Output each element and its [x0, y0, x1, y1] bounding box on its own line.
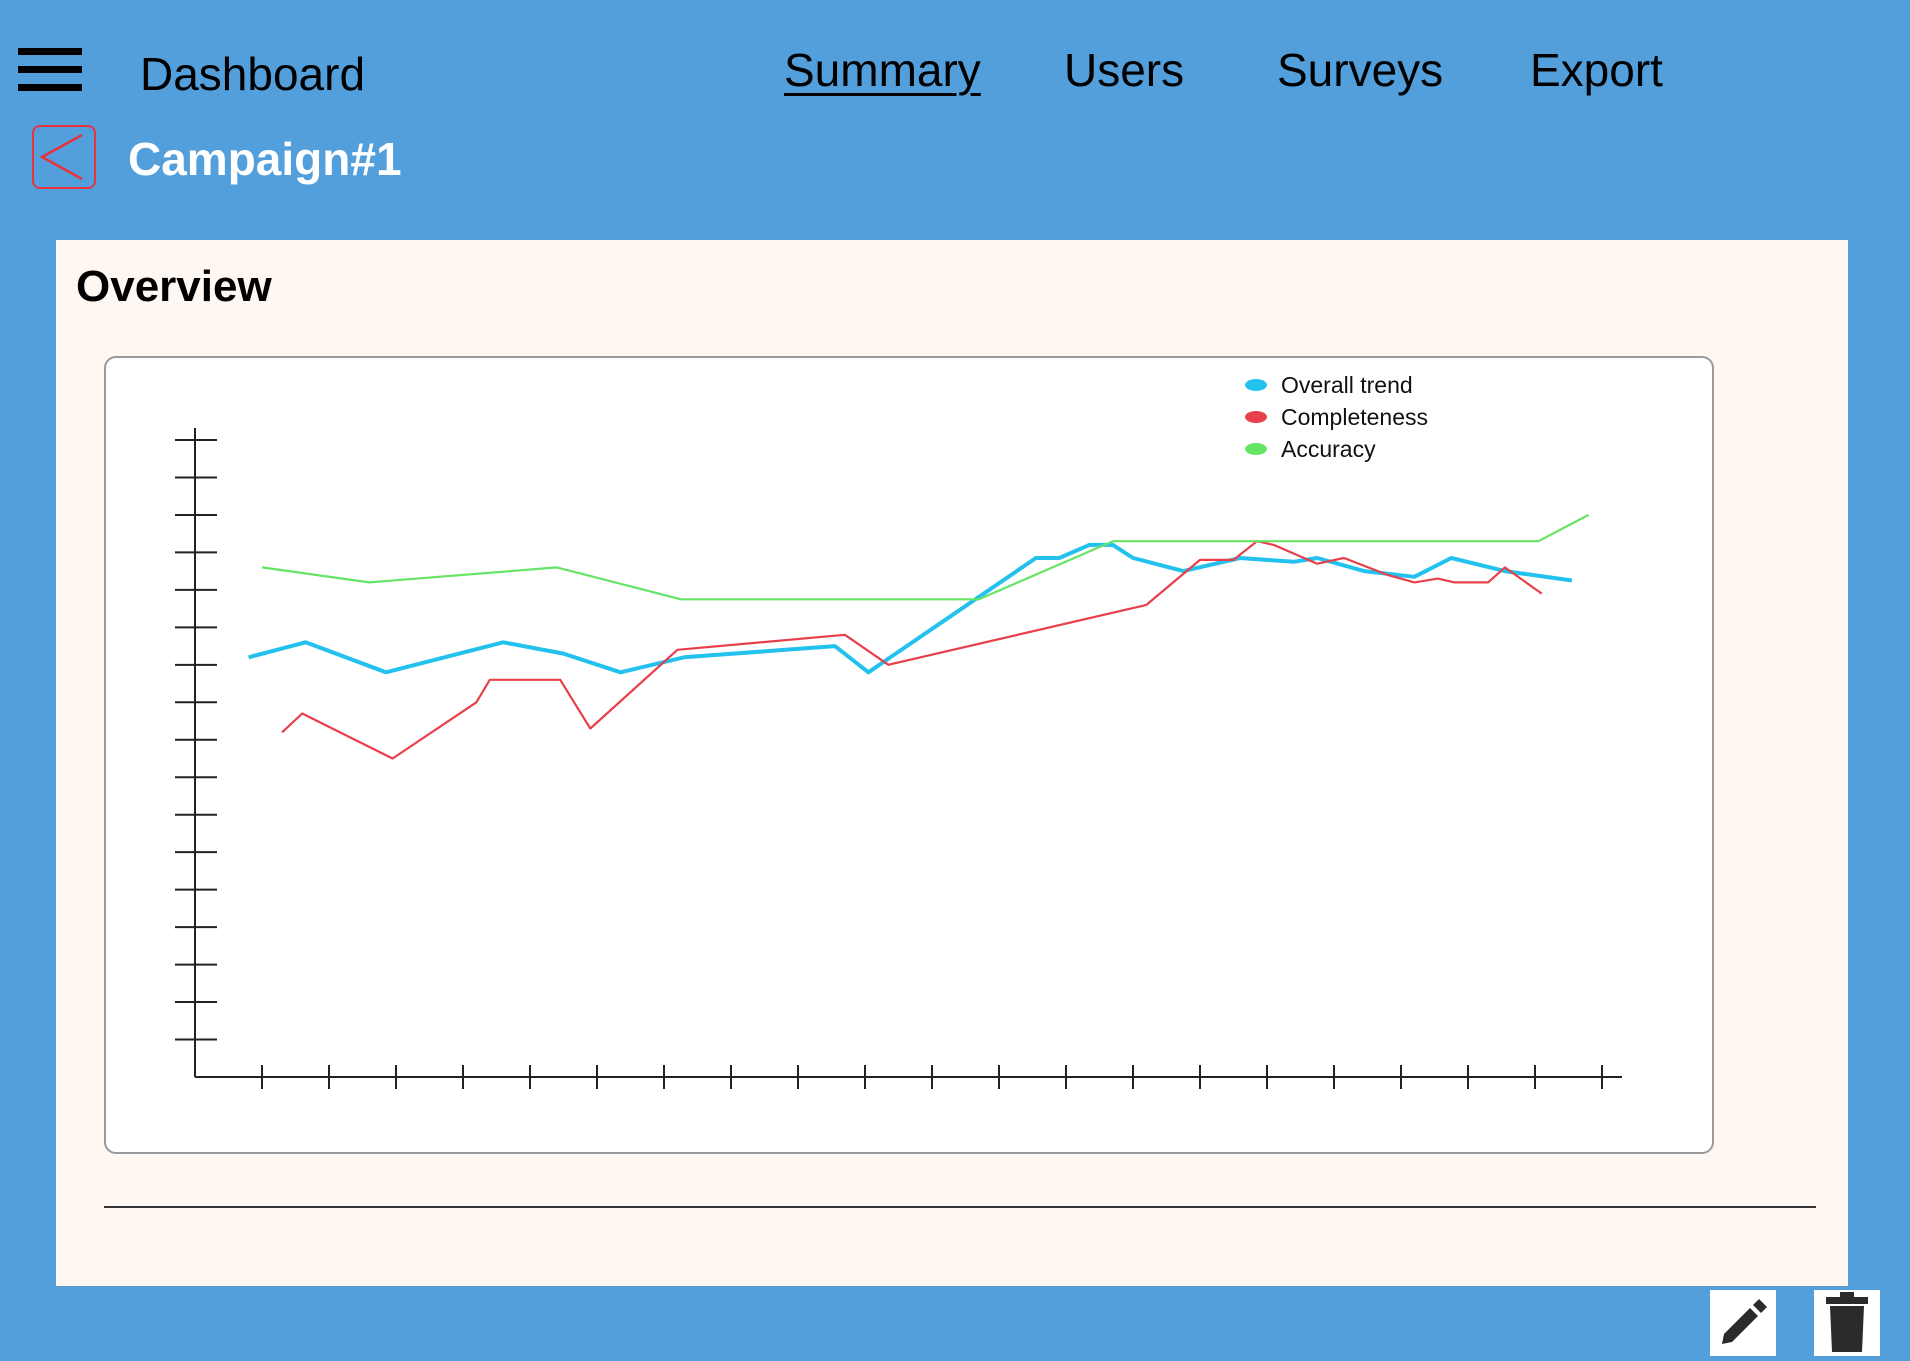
series-line-accuracy	[261, 513, 1590, 601]
legend-marker-overall-trend	[1245, 379, 1267, 391]
chart-container: Overall trend Completeness Accuracy	[104, 356, 1714, 1154]
series-line-overall-trend	[248, 542, 1573, 675]
overview-panel: Overview Overall trend Completeness Accura…	[56, 240, 1848, 1286]
legend-marker-accuracy	[1245, 443, 1267, 455]
legend-marker-completeness	[1245, 411, 1267, 423]
overview-title: Overview	[76, 262, 272, 311]
menu-bar	[18, 84, 82, 91]
pencil-icon	[1722, 1299, 1767, 1344]
legend-label-overall-trend: Overall trend	[1281, 372, 1413, 398]
nav-users[interactable]: Users	[1064, 44, 1185, 96]
campaign-title: Campaign#1	[128, 133, 402, 185]
legend-label-completeness: Completeness	[1281, 404, 1428, 430]
back-button[interactable]	[32, 125, 96, 189]
legend-label-accuracy: Accuracy	[1281, 436, 1376, 462]
trash-icon	[1826, 1292, 1868, 1352]
menu-bar	[18, 66, 82, 73]
nav-surveys[interactable]: Surveys	[1277, 44, 1444, 96]
menu-bar	[18, 48, 82, 55]
series-line-completeness	[281, 540, 1543, 760]
line-chart: Overall trend Completeness Accuracy	[175, 372, 1622, 1089]
app-title: Dashboard	[140, 48, 366, 100]
delete-button[interactable]	[1814, 1290, 1880, 1356]
nav-export[interactable]: Export	[1530, 44, 1663, 96]
divider	[104, 1206, 1816, 1208]
nav-summary[interactable]: Summary	[784, 44, 981, 96]
chevron-left-icon	[39, 133, 83, 181]
hamburger-menu-icon[interactable]	[18, 48, 82, 94]
edit-button[interactable]	[1710, 1290, 1776, 1356]
